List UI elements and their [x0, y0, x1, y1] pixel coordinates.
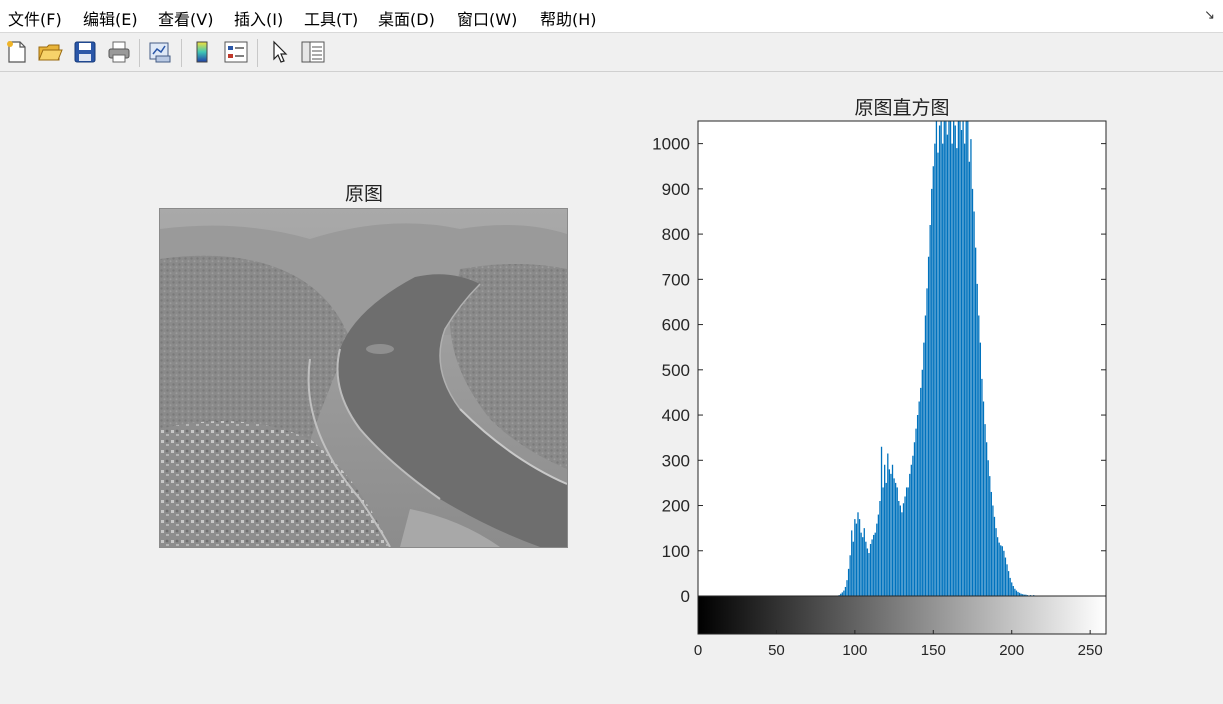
insert-colorbar-button[interactable]	[189, 39, 215, 65]
insert-legend-button[interactable]	[223, 39, 249, 65]
y-axis-ticks: 0 100 200 300 400 500 600 700 800 900 1000	[652, 135, 1106, 606]
dock-arrow-icon[interactable]: ↘	[1204, 8, 1215, 23]
menu-bar: 文件(F) 编辑(E) 查看(V) 插入(I) 工具(T) 桌面(D) 窗口(W…	[0, 0, 1223, 33]
menu-desktop[interactable]: 桌面(D)	[378, 10, 435, 29]
x-axis-ticks: 0 50 100 150 200 250	[694, 630, 1103, 659]
plot-frame	[697, 120, 1107, 635]
y-tick-label: 800	[662, 225, 690, 244]
link-plot-button[interactable]	[147, 39, 173, 65]
y-tick-label: 1000	[652, 135, 690, 154]
save-icon	[74, 41, 96, 63]
gray-colorbar	[697, 595, 1107, 635]
x-tick-label: 250	[1078, 642, 1103, 659]
y-tick-label: 0	[681, 587, 690, 606]
legend-icon	[224, 41, 248, 63]
edit-plot-button[interactable]	[266, 39, 292, 65]
y-tick-label: 900	[662, 180, 690, 199]
colorbar-icon	[196, 41, 208, 63]
link-plot-icon	[149, 42, 171, 63]
save-button[interactable]	[72, 39, 98, 65]
menu-tools[interactable]: 工具(T)	[304, 10, 359, 29]
property-inspector-icon	[301, 41, 325, 63]
property-inspector-button[interactable]	[300, 39, 326, 65]
original-image	[159, 208, 568, 548]
open-file-button[interactable]	[37, 39, 63, 65]
menu-edit[interactable]: 编辑(E)	[83, 10, 138, 29]
y-tick-label: 100	[662, 542, 690, 561]
image-title: 原图	[344, 183, 384, 205]
y-tick-label: 300	[662, 451, 690, 470]
y-tick-label: 700	[662, 270, 690, 289]
menu-view[interactable]: 查看(V)	[158, 10, 214, 29]
menu-file[interactable]: 文件(F)	[8, 10, 62, 29]
toolbar-separator	[257, 39, 258, 67]
menu-help[interactable]: 帮助(H)	[540, 10, 597, 29]
print-button[interactable]	[106, 39, 132, 65]
toolbar-separator	[181, 39, 182, 67]
y-tick-label: 200	[662, 497, 690, 516]
menu-insert[interactable]: 插入(I)	[234, 10, 284, 29]
y-tick-label: 400	[662, 406, 690, 425]
toolbar-separator	[139, 39, 140, 67]
open-folder-icon	[38, 44, 63, 61]
y-tick-label: 600	[662, 316, 690, 335]
menu-window[interactable]: 窗口(W)	[457, 10, 518, 29]
x-tick-label: 200	[999, 642, 1024, 659]
x-tick-label: 100	[842, 642, 867, 659]
x-tick-label: 0	[694, 642, 702, 659]
y-tick-label: 500	[662, 361, 690, 380]
new-file-icon	[7, 41, 26, 63]
figure-toolbar	[0, 34, 1223, 72]
x-tick-label: 150	[921, 642, 946, 659]
printer-icon	[108, 41, 130, 63]
histogram-bars	[838, 121, 1052, 596]
x-tick-label: 50	[768, 642, 785, 659]
new-figure-button[interactable]	[4, 39, 30, 65]
pointer-arrow-icon	[273, 40, 288, 63]
aerial-river-photo	[160, 209, 567, 547]
histogram-title: 原图直方图	[854, 97, 950, 119]
